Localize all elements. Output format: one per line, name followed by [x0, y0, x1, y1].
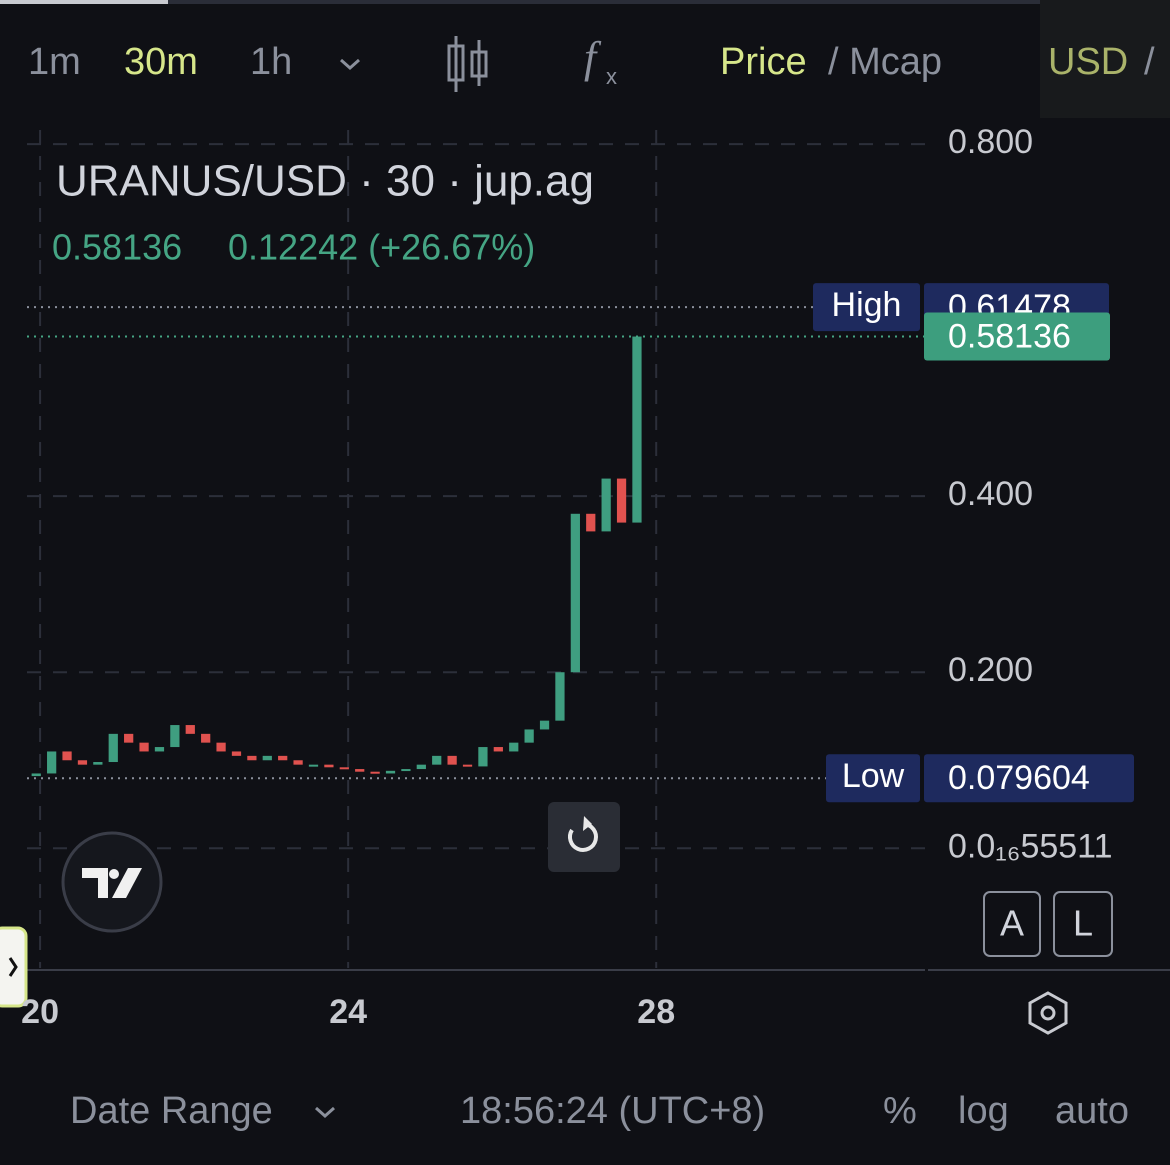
candle-body — [539, 720, 550, 730]
price-toggle[interactable]: Price — [720, 41, 807, 83]
candle-body — [570, 513, 580, 673]
candle-body — [47, 751, 57, 774]
candle-body — [124, 733, 134, 743]
price-label-box — [826, 754, 920, 803]
candle-body — [185, 725, 195, 734]
x-tick-label: 20 — [21, 993, 59, 1031]
candle-type-icon[interactable] — [447, 36, 488, 92]
interval[interactable]: 1h — [250, 41, 292, 83]
candle-body — [201, 733, 211, 743]
indicators-icon-sub: x — [606, 64, 617, 89]
reset-icon — [568, 822, 598, 852]
candle-body — [262, 755, 272, 761]
mcap-toggle[interactable]: / Mcap — [828, 41, 942, 83]
symbol-title: URANUS/USD · 30 · jup.ag — [56, 157, 594, 206]
candle-body — [339, 767, 349, 770]
date-range[interactable]: Date Range — [70, 1090, 273, 1132]
candle-body — [447, 755, 457, 765]
legend-last: 0.58136 — [52, 227, 182, 268]
y-tick-label: 0.800 — [948, 123, 1033, 161]
candle-body — [247, 755, 257, 761]
interval[interactable]: 1m — [28, 41, 81, 83]
currency-sep: / — [1144, 41, 1155, 83]
clock: 18:56:24 (UTC+8) — [460, 1090, 765, 1132]
candle-body — [216, 742, 226, 752]
candle-body — [493, 747, 503, 752]
y-tick-label: 0.200 — [948, 651, 1033, 689]
settings-button[interactable] — [1028, 991, 1068, 1035]
candle-body — [586, 513, 596, 532]
candle-body — [308, 764, 319, 767]
candle-body — [416, 764, 426, 770]
candle-body — [324, 764, 334, 768]
log-scale-button[interactable] — [1053, 891, 1113, 957]
price-label: Low — [842, 757, 905, 795]
candle-body — [432, 755, 442, 765]
price-label-box — [813, 283, 920, 332]
date-range-chevron — [315, 1106, 335, 1119]
x-tick-label: 24 — [329, 993, 367, 1031]
candle-body — [478, 747, 488, 767]
y-tick-label: 0.0₁₆55511 — [948, 827, 1112, 865]
reset-arrow — [583, 816, 592, 831]
candle-body — [616, 478, 627, 523]
candle-body — [632, 336, 642, 523]
settings-icon — [1040, 1005, 1056, 1021]
price-value-box — [924, 312, 1110, 361]
candle-body — [401, 769, 411, 772]
candle-body — [93, 762, 103, 765]
price-value: 0.58136 — [948, 318, 1071, 356]
log-scale-label: L — [1073, 903, 1093, 944]
tradingview-dot — [109, 869, 119, 879]
candle-body — [231, 751, 242, 756]
log-toggle[interactable]: log — [958, 1090, 1009, 1132]
legend-change: 0.12242 (+26.67%) — [228, 227, 535, 268]
candle-body — [601, 478, 611, 532]
percent-toggle[interactable]: % — [883, 1090, 917, 1132]
candle-body — [31, 773, 41, 777]
candle-body — [370, 771, 380, 774]
candle-body — [355, 769, 365, 772]
candle-body — [509, 742, 519, 752]
price-value: 0.079604 — [948, 759, 1090, 797]
progress-bar — [0, 0, 168, 4]
price-label: High — [832, 286, 902, 324]
y-tick-label: 0.400 — [948, 475, 1033, 513]
candle-body — [170, 725, 180, 748]
side-tab[interactable] — [0, 926, 28, 1008]
candle-body — [108, 733, 118, 763]
auto-scale-label: A — [1000, 903, 1024, 944]
candle-body — [385, 770, 396, 774]
candle-body — [293, 760, 303, 765]
currency-box — [1040, 0, 1170, 118]
candle-body — [462, 764, 473, 767]
side-tab-arrow — [8, 957, 18, 977]
reset-button[interactable] — [548, 802, 620, 872]
interval-dropdown[interactable] — [340, 58, 360, 71]
candle-body — [62, 751, 72, 761]
currency-toggle[interactable]: USD — [1048, 41, 1128, 83]
candle-body — [77, 760, 88, 765]
progress-track — [168, 0, 1170, 4]
candle-body — [139, 742, 149, 752]
tradingview-logo[interactable] — [61, 831, 163, 933]
price-value-box — [924, 754, 1134, 803]
candle-body — [278, 755, 288, 761]
x-tick-label: 28 — [637, 993, 675, 1031]
candle-body — [555, 672, 565, 721]
candle-body — [524, 729, 534, 743]
candle-body — [154, 747, 165, 752]
tradingview-mark — [82, 868, 142, 898]
auto-scale-button[interactable] — [983, 891, 1041, 957]
interval[interactable]: 30m — [124, 41, 198, 83]
auto-toggle[interactable]: auto — [1055, 1090, 1129, 1132]
